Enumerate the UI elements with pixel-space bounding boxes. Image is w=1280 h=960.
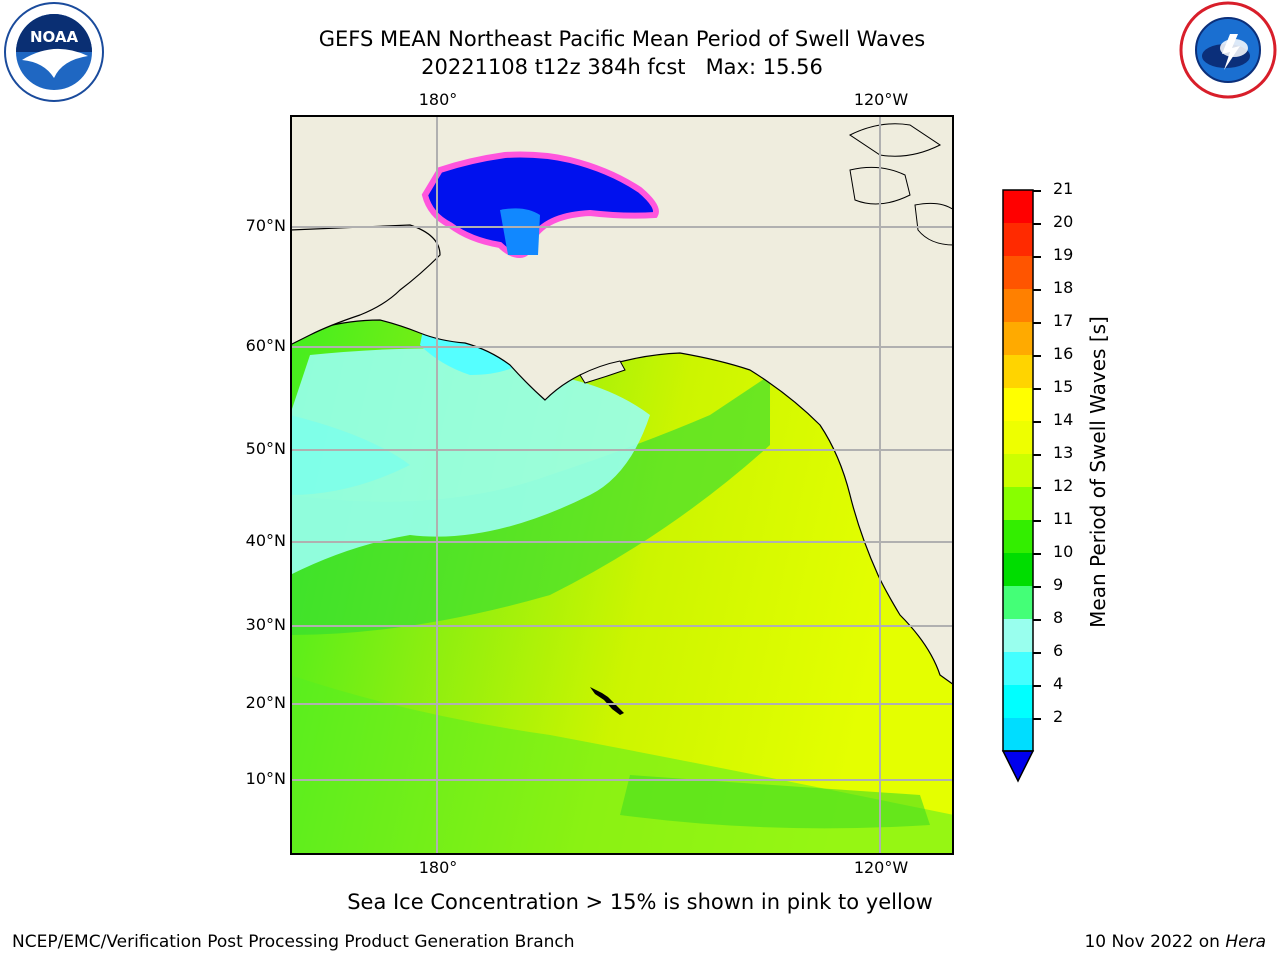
colorbar-segment (1003, 652, 1033, 686)
colorbar-tick-label: 13 (1053, 443, 1074, 462)
graticule (290, 115, 954, 855)
colorbar-tick-label: 14 (1053, 410, 1074, 429)
nws-logo (1178, 0, 1278, 104)
colorbar-tick-mark (1033, 652, 1041, 654)
colorbar-tick-mark (1033, 520, 1041, 522)
colorbar-tick-label: 15 (1053, 377, 1074, 396)
chukchi-blue-patch (500, 208, 540, 255)
colorbar-segment (1003, 223, 1033, 257)
noaa-logo: NOAA (2, 0, 106, 108)
colorbar-tick-label: 11 (1053, 509, 1074, 528)
north-america-land (290, 115, 954, 686)
colorbar-tick-label: 17 (1053, 311, 1074, 330)
lat-label-70n: 70°N (245, 216, 286, 235)
lat-label-60n: 60°N (245, 336, 286, 355)
alaska-peninsula (579, 360, 626, 384)
colorbar (1001, 189, 1035, 783)
colorbar-extend-arrow (1001, 750, 1035, 783)
colorbar-segment (1003, 355, 1033, 389)
colorbar-segment (1003, 487, 1033, 521)
colorbar-segment (1003, 718, 1033, 752)
lat-label-10n: 10°N (245, 769, 286, 788)
colorbar-tick-mark (1033, 586, 1041, 588)
colorbar-tick-mark (1033, 223, 1041, 225)
colorbar-segment (1003, 322, 1033, 356)
lon-label-top-120w: 120°W (853, 90, 909, 109)
colorbar-segment (1003, 454, 1033, 488)
colorbar-tick-label: 12 (1053, 476, 1074, 495)
arctic-island-1 (849, 123, 941, 157)
map-frame (290, 115, 954, 855)
colorbar-segment (1003, 619, 1033, 653)
colorbar-segment (1003, 388, 1033, 422)
lon-label-bottom-120w: 120°W (853, 858, 909, 877)
lon-label-bottom-180: 180° (418, 858, 458, 877)
colorbar-tick-label: 2 (1053, 707, 1064, 726)
colorbar-label: Mean Period of Swell Waves [s] (1086, 316, 1110, 628)
colorbar-segments (1003, 190, 1033, 752)
colorbar-tick-mark (1033, 322, 1041, 324)
lat-label-30n: 30°N (245, 615, 286, 634)
colorbar-tick-label: 4 (1053, 674, 1064, 693)
colorbar-segment (1003, 190, 1033, 224)
arctic-island-3 (914, 202, 954, 246)
colorbar-tick-label: 19 (1053, 245, 1074, 264)
colorbar-segment (1003, 421, 1033, 455)
colorbar-tick-mark (1033, 685, 1041, 687)
colorbar-tick-mark (1033, 388, 1041, 390)
colorbar-tick-label: 9 (1053, 575, 1064, 594)
colorbar-tick-label: 16 (1053, 344, 1074, 363)
colorbar-frame (1002, 189, 1034, 752)
colorbar-segment (1003, 256, 1033, 290)
cyan-swell-region (290, 348, 650, 575)
map-title: GEFS MEAN Northeast Pacific Mean Period … (318, 27, 926, 51)
colorbar-tick-mark (1033, 355, 1041, 357)
colorbar-tick-mark (1033, 421, 1041, 423)
sea-ice-note: Sea Ice Concentration > 15% is shown in … (347, 890, 933, 914)
colorbar-tick-mark (1033, 256, 1041, 258)
lon-label-top-180: 180° (418, 90, 458, 109)
colorbar-segment (1003, 685, 1033, 719)
colorbar-tick-label: 10 (1053, 542, 1074, 561)
colorbar-tick-label: 20 (1053, 212, 1074, 231)
svg-text:NOAA: NOAA (30, 28, 79, 46)
footer-date: 10 Nov 2022 on Hera (1084, 932, 1266, 952)
colorbar-tick-label: 6 (1053, 641, 1064, 660)
swell-period-map (290, 115, 954, 855)
lat-label-50n: 50°N (245, 439, 286, 458)
map-subtitle: 20221108 t12z 384h fcst Max: 15.56 (421, 55, 823, 79)
colorbar-tick-mark (1033, 553, 1041, 555)
colorbar-tick-label: 21 (1053, 179, 1074, 198)
footer-host: Hera (1225, 932, 1266, 952)
colorbar-segment (1003, 586, 1033, 620)
colorbar-tick-mark (1033, 289, 1041, 291)
lat-label-40n: 40°N (245, 531, 286, 550)
footer-date-text: 10 Nov 2022 on (1084, 932, 1226, 952)
colorbar-tick-mark (1033, 487, 1041, 489)
hawaii-islands (590, 687, 624, 715)
arctic-ice-zone (421, 151, 659, 259)
colorbar-segment (1003, 553, 1033, 587)
cyan-swell-patch (290, 415, 410, 495)
colorbar-tick-label: 18 (1053, 278, 1074, 297)
footer-credit: NCEP/EMC/Verification Post Processing Pr… (12, 932, 575, 952)
tropical-swell-patch (620, 775, 930, 829)
lat-label-20n: 20°N (245, 693, 286, 712)
colorbar-tick-label: 8 (1053, 608, 1064, 627)
colorbar-tick-mark (1033, 718, 1041, 720)
colorbar-tick-mark (1033, 619, 1041, 621)
colorbar-segment (1003, 520, 1033, 554)
colorbar-segment (1003, 289, 1033, 323)
colorbar-tick-mark (1033, 190, 1041, 192)
colorbar-tick-mark (1033, 454, 1041, 456)
